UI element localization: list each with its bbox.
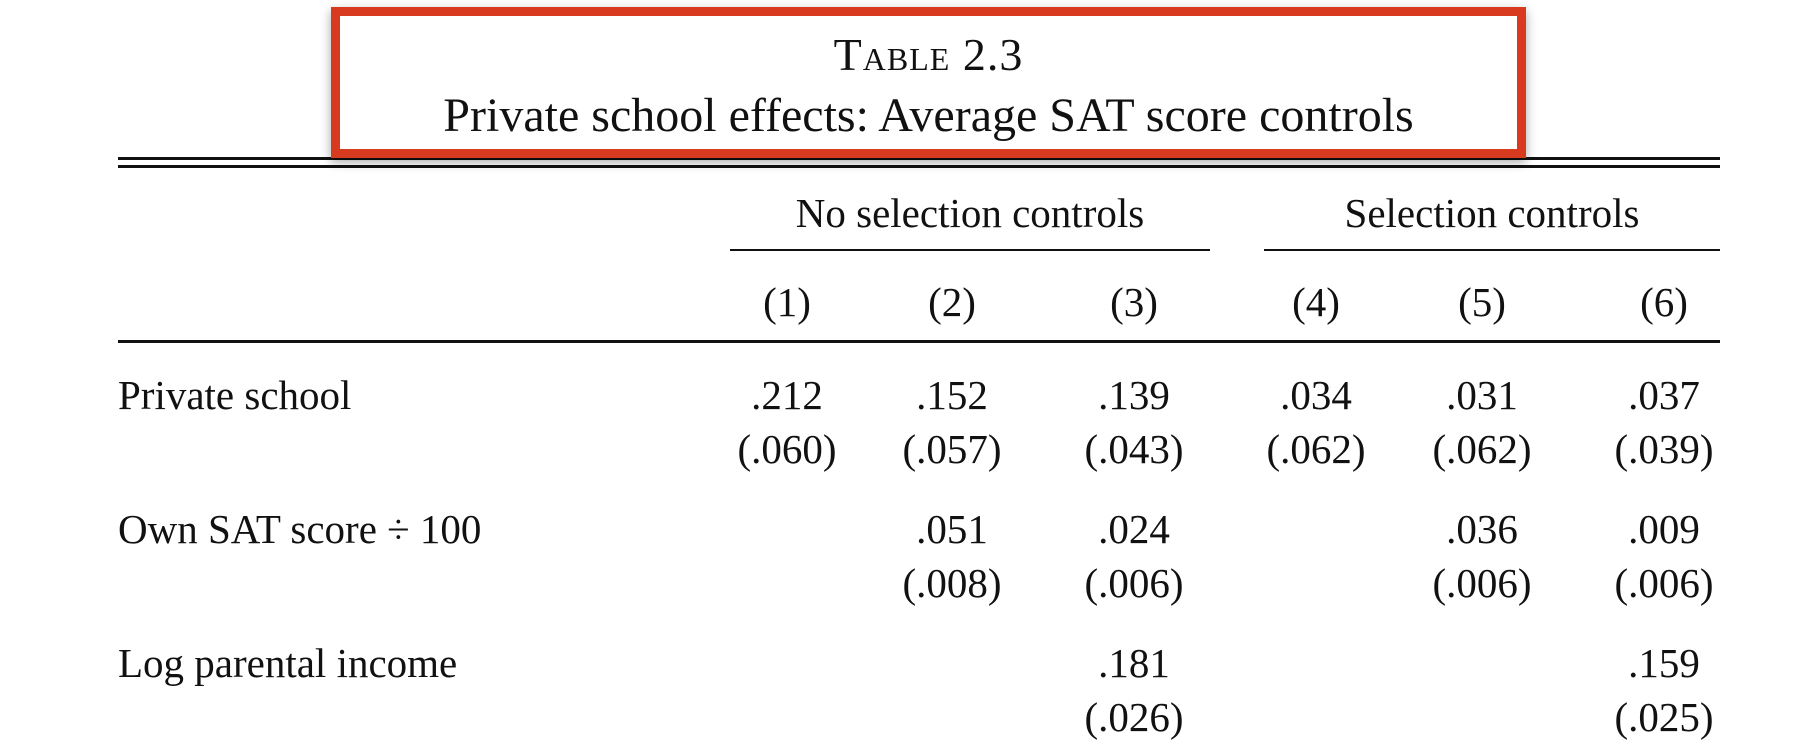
table-cell-estimate: .009 [1628,506,1700,552]
table-cell-estimate: .051 [916,506,988,552]
table-cell-std-error: (.006) [1084,560,1184,606]
table-cell-std-error: (.060) [737,426,837,472]
table-cell-std-error: (.062) [1432,426,1532,472]
table-cell-estimate: .212 [751,372,823,418]
table-cell-std-error: (.006) [1432,560,1532,606]
top-rule-lower [118,165,1720,168]
table-cell-estimate: .024 [1098,506,1170,552]
group-header-selection: Selection controls [1344,190,1640,236]
table-title: Private school effects: Average SAT scor… [443,89,1414,142]
table-number-label: Table 2.3 [833,29,1024,80]
table-cell-estimate: .031 [1446,372,1518,418]
table-cell-std-error: (.008) [902,560,1002,606]
table-cell-estimate: .139 [1098,372,1170,418]
column-header-4: (4) [1292,279,1340,325]
table-cell-std-error: (.057) [902,426,1002,472]
table-cell-estimate: .036 [1446,506,1518,552]
table-cell-estimate: .159 [1628,640,1700,686]
column-header-6: (6) [1640,279,1688,325]
table-cell-std-error: (.039) [1614,426,1714,472]
column-header-3: (3) [1110,279,1158,325]
table-cell-std-error: (.043) [1084,426,1184,472]
column-header-5: (5) [1458,279,1506,325]
table-cell-estimate: .034 [1280,372,1352,418]
group-header-no-selection: No selection controls [795,190,1145,236]
table-cell-estimate: .181 [1098,640,1170,686]
table-title-highlight: Table 2.3 Private school effects: Averag… [331,7,1526,158]
column-header-1: (1) [763,279,811,325]
table-cell-estimate: .037 [1628,372,1700,418]
header-rule [118,340,1720,343]
group-rule-selection [1264,249,1720,251]
group-rule-no-selection [730,249,1210,251]
table-cell-std-error: (.026) [1084,694,1184,740]
table-cell-std-error: (.025) [1614,694,1714,740]
row-label-private-school: Private school [118,372,352,418]
row-label-log-parental-income: Log parental income [118,640,458,686]
table-cell-estimate: .152 [916,372,988,418]
row-label-own-sat-score: Own SAT score ÷ 100 [118,506,482,552]
table-cell-std-error: (.062) [1266,426,1366,472]
top-rule-upper [118,157,1720,160]
column-header-2: (2) [928,279,976,325]
table-cell-std-error: (.006) [1614,560,1714,606]
